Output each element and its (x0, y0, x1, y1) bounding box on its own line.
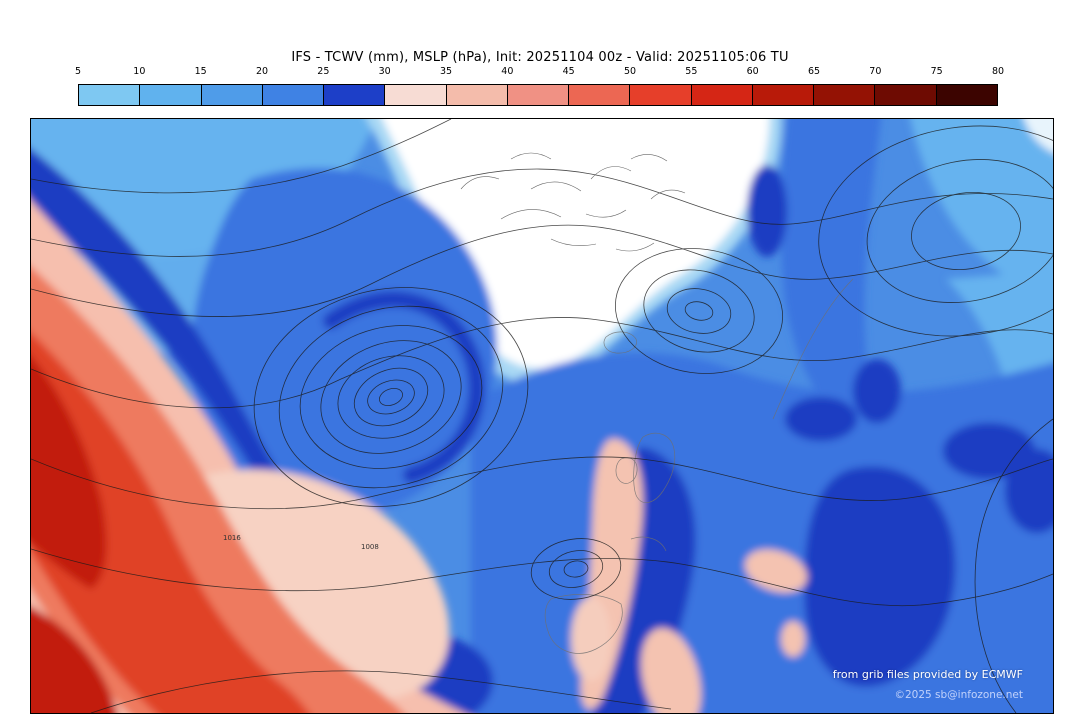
map-canvas: 1016 1008 (31, 119, 1053, 713)
colorbar-segment (385, 85, 447, 105)
colorbar-segment (691, 85, 753, 105)
colorbar-tick-label: 35 (439, 66, 453, 77)
colorbar-tick-label: 60 (746, 66, 759, 77)
chart-title: IFS - TCWV (mm), MSLP (hPa), Init: 20251… (291, 50, 789, 65)
colorbar-tick-label: 50 (623, 66, 637, 77)
colorbar-tick-label: 40 (501, 66, 514, 77)
colorbar-segment (507, 85, 570, 105)
attribution-copyright: ©2025 sb@infozone.net (894, 689, 1023, 701)
colorbar-segment (752, 85, 815, 105)
colorbar-tick-label: 65 (807, 66, 821, 77)
colorbar-tick-label: 45 (562, 66, 575, 77)
colorbar-segment (630, 85, 692, 105)
isobar-label-1008: 1008 (361, 543, 379, 551)
colorbar-tick-label: 25 (317, 66, 330, 77)
colorbar-segment (140, 85, 202, 105)
colorbar-tick-label: 70 (869, 66, 882, 77)
colorbar-tick-label: 30 (378, 66, 391, 77)
map-area: 1016 1008 from grib files provided by EC… (30, 118, 1054, 714)
colorbar-tick-label: 55 (685, 66, 698, 77)
colorbar-segment (936, 85, 997, 105)
colorbar-tick-label: 15 (194, 66, 207, 77)
mslp-isobars (31, 119, 1053, 713)
colorbar (78, 84, 998, 106)
colorbar-segment (814, 85, 876, 105)
colorbar-tick-label: 75 (930, 66, 943, 77)
colorbar-segment (446, 85, 508, 105)
tcwv-shading (31, 119, 1053, 713)
colorbar-segment (79, 85, 141, 105)
colorbar-segment (324, 85, 386, 105)
colorbar-segment (201, 85, 263, 105)
colorbar-tick-label: 10 (133, 66, 146, 77)
colorbar-segment (262, 85, 325, 105)
colorbar-tick-label: 5 (74, 66, 82, 77)
colorbar-segment (569, 85, 631, 105)
greenland-tight-contours (460, 152, 686, 252)
colorbar-segment (875, 85, 937, 105)
coastlines (544, 278, 854, 654)
attribution-ecmwf: from grib files provided by ECMWF (832, 668, 1023, 681)
colorbar-ticks: 5 10 15 20 25 30 35 40 45 50 55 60 65 70 75 80 (74, 66, 1004, 79)
isobar-label-1016: 1016 (223, 534, 241, 542)
colorbar-tick-label: 20 (255, 66, 269, 77)
colorbar-tick-label: 80 (991, 66, 1005, 77)
